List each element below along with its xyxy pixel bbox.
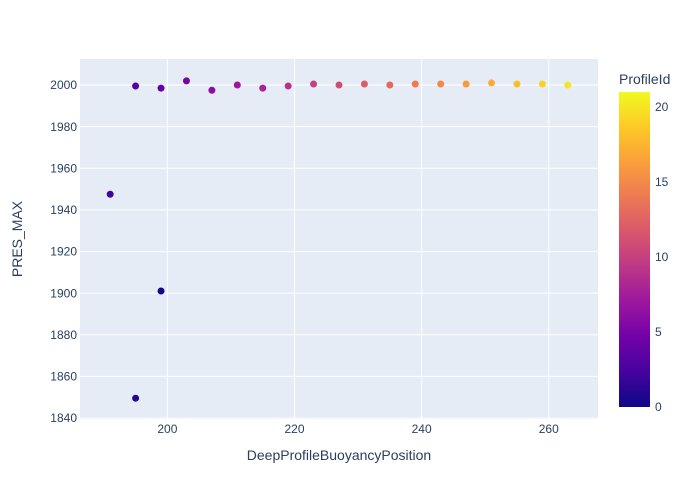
data-point[interactable] — [462, 80, 470, 88]
data-point[interactable] — [310, 80, 318, 88]
data-point[interactable] — [157, 287, 165, 295]
colorbar: 0 5 10 15 20 — [619, 92, 669, 414]
colorbar-title: ProfileId — [619, 71, 671, 87]
x-tick-label: 200 — [157, 422, 177, 436]
data-point[interactable] — [513, 80, 521, 88]
data-point[interactable] — [538, 80, 546, 88]
data-point[interactable] — [335, 81, 343, 89]
y-tick-label: 1860 — [50, 370, 77, 384]
y-tick-label: 1920 — [50, 245, 77, 259]
y-axis-title: PRES_MAX — [9, 200, 25, 278]
colorbar-tick-label: 15 — [655, 175, 669, 189]
y-tick-label: 1880 — [50, 328, 77, 342]
data-point[interactable] — [182, 77, 190, 85]
y-tick-label: 1900 — [50, 286, 77, 300]
colorbar-tick-label: 20 — [655, 100, 669, 114]
data-point[interactable] — [106, 190, 114, 198]
y-tick-label: 1840 — [50, 411, 77, 425]
colorbar-tick-label: 5 — [655, 325, 662, 339]
x-tick-label: 220 — [284, 422, 304, 436]
colorbar-tick-label: 10 — [655, 250, 669, 264]
y-axis-tick-labels: 1840 1860 1880 1900 1920 1940 1960 1980 2000 — [50, 78, 77, 425]
data-point[interactable] — [386, 81, 394, 89]
data-point[interactable] — [132, 82, 140, 90]
x-axis-title: DeepProfileBuoyancyPosition — [246, 447, 432, 463]
data-point[interactable] — [437, 80, 445, 88]
data-point[interactable] — [157, 84, 165, 92]
data-point[interactable] — [411, 80, 419, 88]
data-point[interactable] — [233, 81, 241, 89]
x-tick-label: 260 — [539, 422, 559, 436]
y-tick-label: 1980 — [50, 120, 77, 134]
y-tick-label: 1960 — [50, 161, 77, 175]
data-point[interactable] — [284, 82, 292, 90]
data-point[interactable] — [360, 80, 368, 88]
data-point[interactable] — [208, 86, 216, 94]
data-point[interactable] — [488, 79, 496, 87]
x-tick-label: 240 — [412, 422, 432, 436]
y-tick-label: 1940 — [50, 203, 77, 217]
colorbar-tick-label: 0 — [655, 400, 662, 414]
data-points — [106, 77, 572, 402]
x-axis-tick-labels: 200 220 240 260 — [157, 422, 559, 436]
data-point[interactable] — [564, 81, 572, 89]
data-point[interactable] — [132, 394, 140, 402]
data-point[interactable] — [259, 84, 267, 92]
y-tick-label: 2000 — [50, 78, 77, 92]
plot-background — [80, 59, 598, 419]
colorbar-bar — [619, 92, 650, 407]
